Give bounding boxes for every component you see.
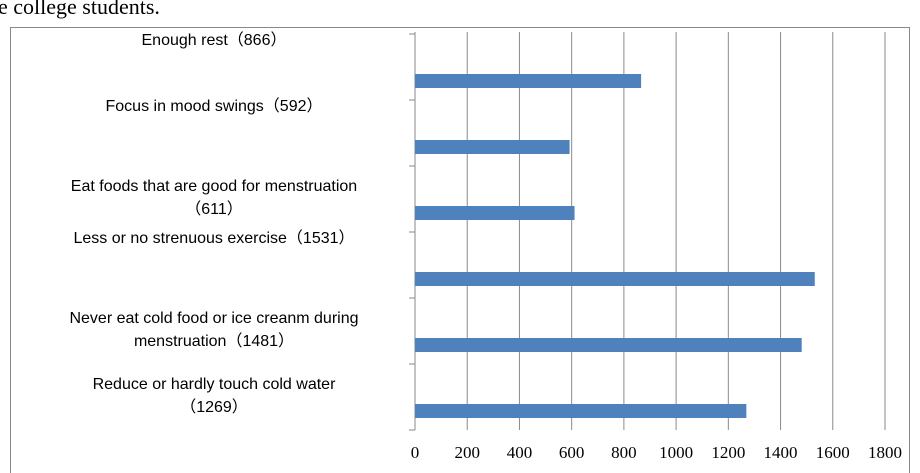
x-tick-label: 800 (611, 443, 637, 462)
x-tick-label: 1200 (711, 443, 745, 462)
bar (415, 338, 802, 352)
category-label: Enough rest（866） (141, 31, 287, 49)
x-tick-label: 400 (507, 443, 533, 462)
category-label: Eat foods that are good for menstruation… (70, 178, 358, 218)
bar (415, 206, 575, 220)
category-label: Never eat cold food or ice creanm during… (69, 310, 359, 350)
bar (415, 404, 747, 418)
x-tick-label: 1600 (816, 443, 850, 462)
bar (415, 74, 642, 88)
caption: e college students. (0, 0, 160, 19)
category-label: Less or no strenuous exercise（1531） (73, 229, 355, 247)
chart-border (10, 27, 910, 473)
x-tick-label: 1800 (868, 443, 902, 462)
category-label: Focus in mood swings（592） (105, 97, 323, 115)
x-tick-label: 0 (411, 443, 420, 462)
category-label: Reduce or hardly touch cold water （1269） (92, 376, 336, 416)
x-tick-label: 200 (454, 443, 480, 462)
x-tick-label: 600 (559, 443, 585, 462)
bar (415, 140, 570, 154)
x-tick-label: 1400 (764, 443, 798, 462)
bar (415, 272, 815, 286)
x-tick-label: 1000 (659, 443, 693, 462)
